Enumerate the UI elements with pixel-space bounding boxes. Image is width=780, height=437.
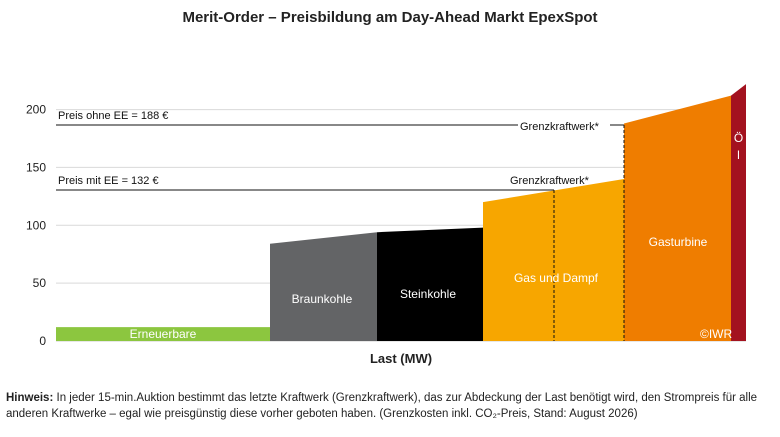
copyright-label: ©IWR xyxy=(700,327,733,341)
marginal-plant-label-132: Grenzkraftwerk* xyxy=(510,175,590,187)
marginal-plant-label-188: Grenzkraftwerk* xyxy=(520,121,600,133)
block-erneuerbare xyxy=(56,327,270,341)
block-label-oel-1: l xyxy=(737,148,740,162)
block-label-oel-0: Ö xyxy=(734,131,743,145)
block-label-braunkohle: Braunkohle xyxy=(292,292,353,306)
block-steinkohle xyxy=(377,227,483,341)
footnote-text: In jeder 15-min.Auktion bestimmt das let… xyxy=(6,392,758,420)
x-axis-label: Last (MW) xyxy=(370,351,432,366)
block-braunkohle xyxy=(270,232,377,341)
block-label-gasturbine: Gasturbine xyxy=(649,235,708,249)
block-label-gas-und-dampf: Gas und Dampf xyxy=(514,271,599,285)
footnote-label: Hinweis: xyxy=(6,392,54,404)
y-tick-label-200: 200 xyxy=(26,103,46,117)
y-tick-label-0: 0 xyxy=(39,334,46,348)
block-label-steinkohle: Steinkohle xyxy=(400,287,456,301)
block-layer xyxy=(56,84,746,341)
marginal-label-bg-188 xyxy=(518,118,610,132)
y-tick-label-50: 50 xyxy=(33,276,47,290)
y-tick-label-100: 100 xyxy=(26,218,46,232)
price-line-label-132: Preis mit EE = 132 € xyxy=(58,175,159,187)
block-label-erneuerbare: Erneuerbare xyxy=(130,327,197,341)
label-layer: 0 50 100 150 200 Erneuerbare Braunkohle Steinko… xyxy=(26,103,743,366)
price-line-label-188: Preis ohne EE = 188 € xyxy=(58,110,168,122)
block-gasturbine xyxy=(624,95,731,341)
block-öl xyxy=(731,84,746,341)
footnote: Hinweis: In jeder 15-min.Auktion bestimm… xyxy=(6,390,776,422)
y-tick-label-150: 150 xyxy=(26,160,46,174)
chart-title: Merit-Order – Preisbildung am Day-Ahead … xyxy=(182,9,598,26)
